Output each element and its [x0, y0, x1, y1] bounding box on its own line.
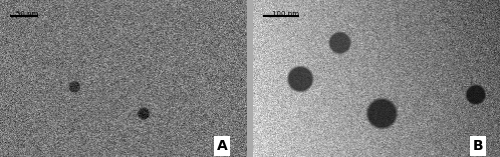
- Text: 100 nm: 100 nm: [272, 11, 298, 17]
- Text: 50 nm: 50 nm: [16, 11, 38, 17]
- Text: A: A: [217, 139, 228, 153]
- Text: B: B: [472, 139, 483, 153]
